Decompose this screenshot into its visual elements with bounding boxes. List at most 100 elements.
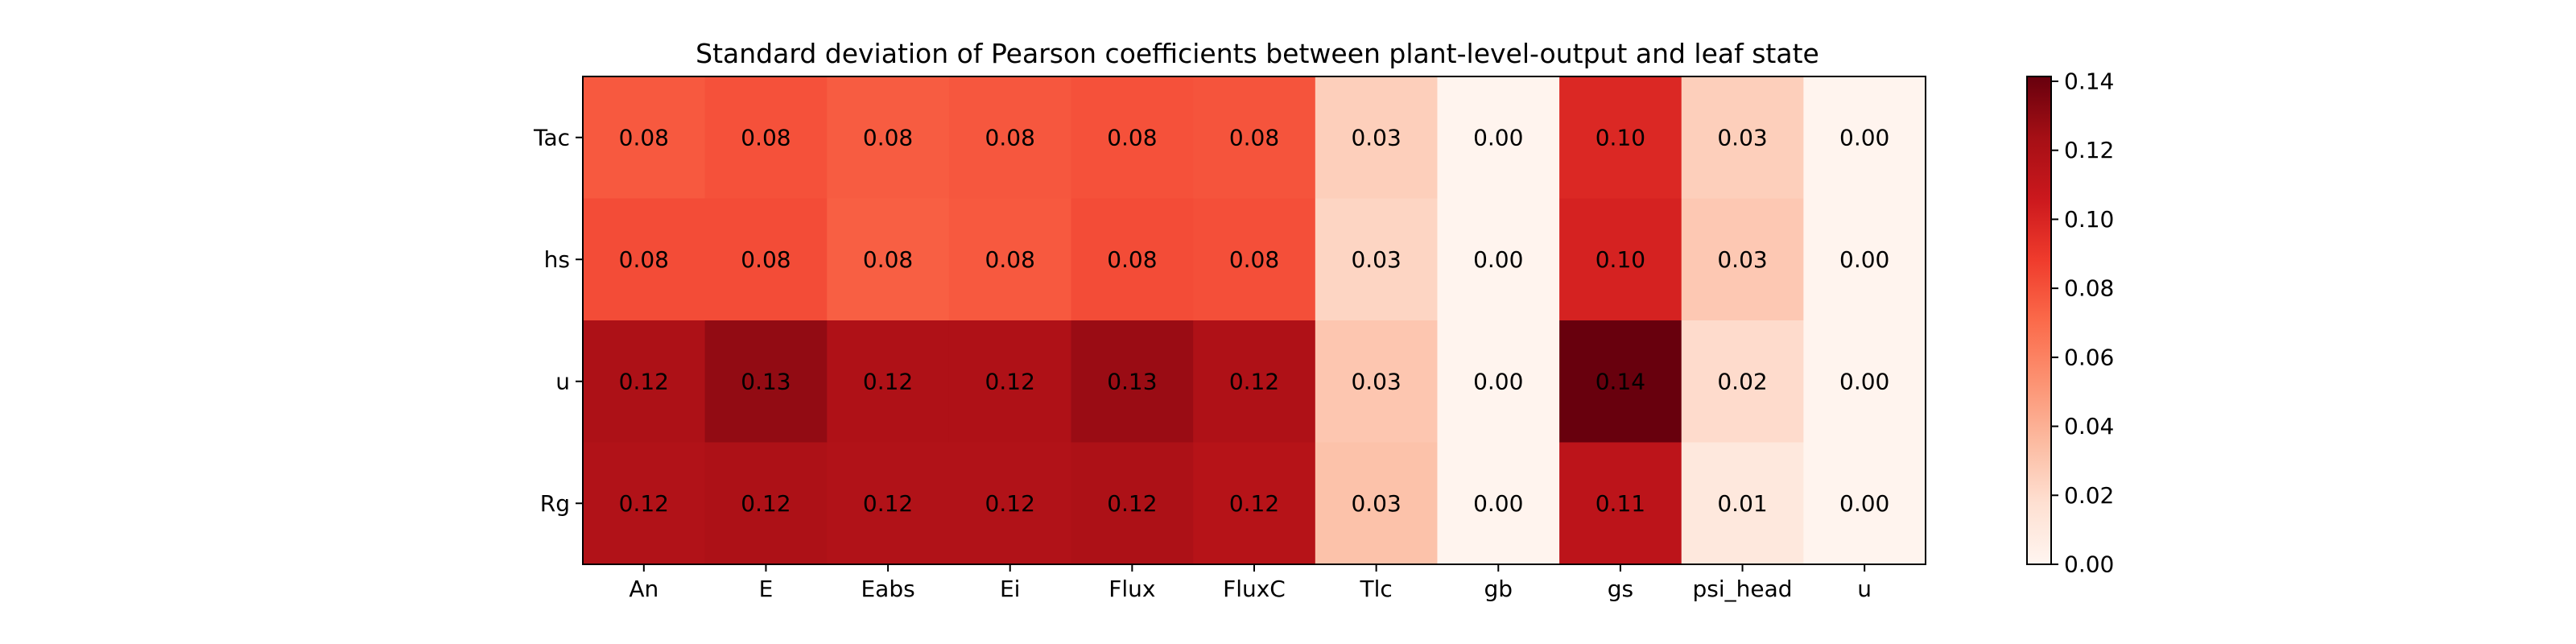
cell-value-label: 0.03 bbox=[1717, 124, 1767, 151]
heatmap-cell bbox=[583, 320, 706, 443]
colorbar-ticks: 0.00 0.02 0.04 0.06 0.08 0.10 0.12 0.14 bbox=[2051, 68, 2114, 578]
colorbar bbox=[2026, 76, 2052, 565]
cell-value-label: 0.08 bbox=[619, 246, 669, 273]
heatmap-cell bbox=[1071, 442, 1194, 565]
heatmap-cell bbox=[1071, 198, 1194, 321]
heatmap-cell bbox=[1559, 442, 1682, 565]
cell-value-label: 0.00 bbox=[1839, 490, 1889, 517]
chart-title: Standard deviation of Pearson coefficien… bbox=[696, 38, 1819, 69]
x-tick-label: gs bbox=[1608, 576, 1633, 602]
cell-value-label: 0.12 bbox=[741, 490, 791, 517]
cell-value-label: 0.08 bbox=[863, 124, 913, 151]
heatmap-cell bbox=[1193, 76, 1316, 199]
heatmap-cell bbox=[1681, 76, 1804, 199]
heatmap-cell bbox=[583, 76, 706, 199]
heatmap-cell bbox=[704, 198, 828, 321]
cell-value-label: 0.10 bbox=[1596, 124, 1645, 151]
colorbar-tick-label: 0.02 bbox=[2064, 482, 2114, 509]
heatmap-cell bbox=[1193, 442, 1316, 565]
x-tick-label: Flux bbox=[1108, 576, 1155, 602]
heatmap-cell bbox=[1559, 320, 1682, 443]
cell-value-label: 0.03 bbox=[1351, 124, 1401, 151]
y-tick-label: hs bbox=[544, 246, 570, 273]
heatmap-cell-labels: 0.08 0.08 0.08 0.08 0.08 0.08 0.03 0.00 0.10 0.03… bbox=[619, 124, 1890, 517]
cell-value-label: 0.11 bbox=[1596, 490, 1645, 517]
heatmap-cell bbox=[1681, 320, 1804, 443]
cell-value-label: 0.03 bbox=[1351, 490, 1401, 517]
x-tick-label: E bbox=[759, 576, 774, 602]
cell-value-label: 0.03 bbox=[1717, 246, 1767, 273]
heatmap-cell bbox=[1193, 198, 1316, 321]
heatmap-cell bbox=[1681, 198, 1804, 321]
cell-value-label: 0.08 bbox=[863, 246, 913, 273]
cell-value-label: 0.08 bbox=[1229, 124, 1279, 151]
cell-value-label: 0.12 bbox=[619, 490, 669, 517]
cell-value-label: 0.13 bbox=[741, 368, 791, 394]
heatmap-cell bbox=[1803, 442, 1926, 565]
y-axis-ticks: Tac hs u Rg bbox=[533, 124, 583, 517]
heatmap-cell bbox=[1315, 320, 1438, 443]
cell-value-label: 0.02 bbox=[1717, 368, 1767, 394]
heatmap-cell bbox=[1071, 320, 1194, 443]
heatmap-cell bbox=[1437, 320, 1560, 443]
colorbar-tick-label: 0.10 bbox=[2064, 206, 2114, 233]
cell-value-label: 0.00 bbox=[1839, 246, 1889, 273]
cell-value-label: 0.12 bbox=[1229, 490, 1279, 517]
heatmap-cell bbox=[1559, 76, 1682, 199]
cell-value-label: 0.12 bbox=[1229, 368, 1279, 394]
cell-value-label: 0.08 bbox=[1107, 246, 1157, 273]
heatmap-cell bbox=[583, 198, 706, 321]
heatmap-cell bbox=[1437, 442, 1560, 565]
cell-value-label: 0.12 bbox=[985, 490, 1035, 517]
cell-value-label: 0.08 bbox=[741, 124, 791, 151]
x-tick-label: FluxC bbox=[1223, 576, 1286, 602]
heatmap-cell bbox=[827, 198, 950, 321]
cell-value-label: 0.03 bbox=[1351, 368, 1401, 394]
y-tick-label: Tac bbox=[533, 124, 570, 151]
cell-value-label: 0.08 bbox=[1107, 124, 1157, 151]
cell-value-label: 0.03 bbox=[1351, 246, 1401, 273]
cell-value-label: 0.12 bbox=[619, 368, 669, 394]
cell-value-label: 0.08 bbox=[1229, 246, 1279, 273]
heatmap-cell bbox=[948, 442, 1072, 565]
cell-value-label: 0.12 bbox=[985, 368, 1035, 394]
x-tick-label: gb bbox=[1484, 576, 1513, 602]
colorbar-tick-label: 0.00 bbox=[2064, 551, 2114, 578]
x-tick-label: u bbox=[1857, 576, 1872, 602]
cell-value-label: 0.00 bbox=[1839, 368, 1889, 394]
heatmap-cell bbox=[1315, 76, 1438, 199]
y-tick-label: Rg bbox=[540, 490, 570, 517]
colorbar-tick-label: 0.06 bbox=[2064, 344, 2114, 370]
cell-value-label: 0.08 bbox=[985, 246, 1035, 273]
x-tick-label: An bbox=[629, 576, 658, 602]
cell-value-label: 0.12 bbox=[863, 368, 913, 394]
colorbar-tick-label: 0.12 bbox=[2064, 137, 2114, 163]
cell-value-label: 0.00 bbox=[1473, 124, 1523, 151]
cell-value-label: 0.12 bbox=[1107, 490, 1157, 517]
heatmap-cell bbox=[1315, 442, 1438, 565]
cell-value-label: 0.13 bbox=[1107, 368, 1157, 394]
cell-value-label: 0.14 bbox=[1596, 368, 1645, 394]
x-tick-label: Tlc bbox=[1359, 576, 1392, 602]
heatmap-cells bbox=[583, 76, 1926, 565]
x-tick-label: Ei bbox=[1000, 576, 1020, 602]
cell-value-label: 0.00 bbox=[1839, 124, 1889, 151]
heatmap-cell bbox=[1437, 76, 1560, 199]
cell-value-label: 0.00 bbox=[1473, 490, 1523, 517]
heatmap-cell bbox=[948, 320, 1072, 443]
heatmap-cell bbox=[948, 198, 1072, 321]
heatmap-cell bbox=[583, 442, 706, 565]
heatmap-cell bbox=[1437, 198, 1560, 321]
heatmap-cell bbox=[1803, 198, 1926, 321]
cell-value-label: 0.12 bbox=[863, 490, 913, 517]
heatmap-cell bbox=[1559, 198, 1682, 321]
x-tick-label: Eabs bbox=[861, 576, 914, 602]
x-axis-ticks: An E Eabs Ei Flux FluxC Tlc gb gs psi_head u bbox=[629, 564, 1872, 602]
cell-value-label: 0.10 bbox=[1596, 246, 1645, 273]
heatmap-cell bbox=[827, 76, 950, 199]
colorbar-tick-label: 0.04 bbox=[2064, 413, 2114, 440]
cell-value-label: 0.08 bbox=[985, 124, 1035, 151]
x-tick-label: psi_head bbox=[1693, 576, 1793, 602]
cell-value-label: 0.00 bbox=[1473, 368, 1523, 394]
